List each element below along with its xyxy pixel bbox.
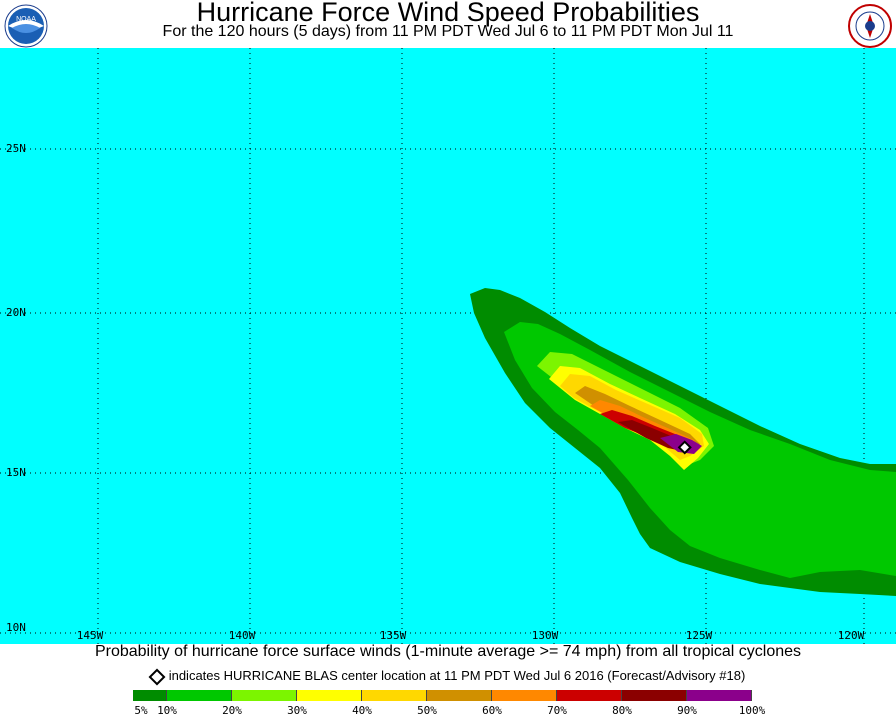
hurricane-center-marker — [677, 440, 692, 455]
legend-label: 40% — [352, 704, 372, 717]
lon-label-140w: 140W — [228, 629, 256, 642]
legend-label: 80% — [612, 704, 632, 717]
legend-label: 20% — [222, 704, 242, 717]
national-weather-service-logo — [848, 4, 892, 48]
lon-label-135w: 135W — [379, 629, 407, 642]
lat-label-15n: 15N — [6, 466, 26, 479]
svg-text:NOAA: NOAA — [16, 16, 36, 23]
legend-swatch — [167, 690, 232, 701]
legend-swatch — [297, 690, 362, 701]
lat-label-25n: 25N — [6, 142, 26, 155]
page-title: Hurricane Force Wind Speed Probabilities — [196, 0, 700, 27]
legend-label: 10% — [157, 704, 177, 717]
legend-swatch — [232, 690, 297, 701]
lat-label-10n: 10N — [6, 621, 26, 634]
lon-label-125w: 125W — [685, 629, 713, 642]
probability-map — [0, 48, 896, 644]
legend-swatch — [492, 690, 557, 701]
legend-swatch — [427, 690, 492, 701]
contour-90pct — [660, 434, 702, 454]
legend-label: 30% — [287, 704, 307, 717]
lon-label-145w: 145W — [76, 629, 104, 642]
noaa-logo: NOAA — [4, 4, 48, 48]
map-caption: Probability of hurricane force surface w… — [94, 643, 802, 660]
legend-label: 70% — [547, 704, 567, 717]
legend-swatch — [557, 690, 622, 701]
page-subtitle: For the 120 hours (5 days) from 11 PM PD… — [162, 23, 734, 40]
center-location-text: indicates HURRICANE BLAS center location… — [168, 668, 746, 683]
legend-swatch — [622, 690, 687, 701]
legend-swatch — [133, 690, 167, 701]
legend-label: 100% — [738, 704, 766, 717]
lon-label-120w: 120W — [837, 629, 865, 642]
probability-legend — [133, 690, 752, 701]
center-location-note: indicates HURRICANE BLAS center location… — [0, 668, 896, 686]
legend-label: 5% — [134, 704, 148, 717]
legend-label: 60% — [482, 704, 502, 717]
diamond-marker-icon — [148, 668, 166, 686]
legend-label: 90% — [677, 704, 697, 717]
lat-label-20n: 20N — [6, 306, 26, 319]
legend-swatch — [687, 690, 752, 701]
legend-label: 50% — [417, 704, 437, 717]
legend-swatch — [362, 690, 427, 701]
lon-label-130w: 130W — [531, 629, 559, 642]
